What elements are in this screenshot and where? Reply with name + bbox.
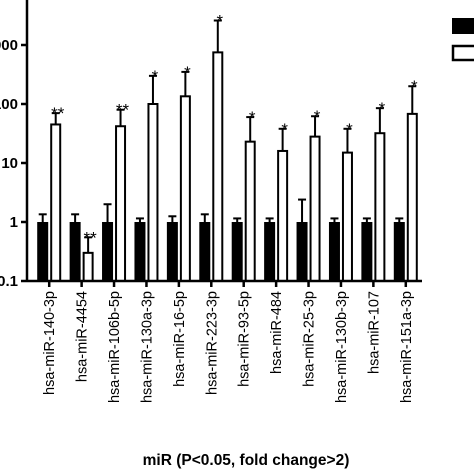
significance-label: ** [116,101,130,120]
significance-label: * [411,77,418,96]
solid-bar [166,222,178,281]
solid-bar [37,222,49,281]
category-label: hsa-miR-223-3p [204,291,220,395]
x-axis: hsa-miR-140-3p hsa-miR-4454 hsa-miR-106b-5… [27,279,422,403]
solid-bar [102,222,114,281]
significance-label: * [152,67,159,86]
significance-label: * [281,120,288,139]
solid-bar [393,222,405,281]
category-label: hsa-miR-130a-3p [139,291,155,403]
open-bar [82,251,94,283]
category-label: hsa-miR-140-3p [42,291,58,395]
open-bar [115,125,127,283]
solid-bar [231,222,243,281]
legend [451,18,474,62]
open-bar [244,140,256,282]
open-bar [341,151,353,282]
solid-bar [134,222,146,281]
significance-label: * [249,108,256,127]
category-label: hsa-miR-107 [366,291,382,374]
solid-bar [328,222,340,281]
y-tick-label: 10 [1,155,18,172]
open-bar [212,51,224,282]
category-label: hsa-miR-484 [269,291,285,374]
open-bar [277,149,289,282]
solid-bar [69,222,81,281]
y-tick-label: 1 [10,214,18,231]
significance-label: * [379,99,386,118]
solid-bar [199,222,211,281]
category-label: hsa-miR-25-3p [302,291,318,387]
legend-swatch-solid [452,18,474,34]
y-tick-label: 0.1 [0,273,18,290]
bars: ******* ******** [37,12,418,283]
solid-bar [296,222,308,281]
open-bar [309,135,321,282]
solid-bar [264,222,276,281]
legend-swatch-open [451,44,474,62]
open-bar [374,132,386,282]
open-bar [179,95,191,283]
open-bar [147,103,159,282]
y-tick-label: 100 [0,96,18,113]
open-bar [406,112,418,282]
open-bar [50,123,62,282]
significance-label: ** [84,228,98,247]
significance-label: * [184,63,191,82]
y-axis: 0.1110100100010000 [0,0,29,290]
category-label: hsa-miR-4454 [75,291,91,382]
category-label: hsa-miR-93-5p [237,291,253,387]
solid-bar [361,222,373,281]
significance-label: * [314,107,321,126]
x-axis-label: miR (P<0.05, fold change>2) [143,452,350,469]
significance-label: * [216,12,223,31]
category-label: hsa-miR-16-5p [172,291,188,387]
category-label: hsa-miR-130b-3p [334,291,350,403]
category-label: hsa-miR-151a-3p [399,291,415,403]
significance-label: ** [51,104,65,123]
significance-label: * [346,120,353,139]
category-label: hsa-miR-106b-5p [107,291,123,403]
